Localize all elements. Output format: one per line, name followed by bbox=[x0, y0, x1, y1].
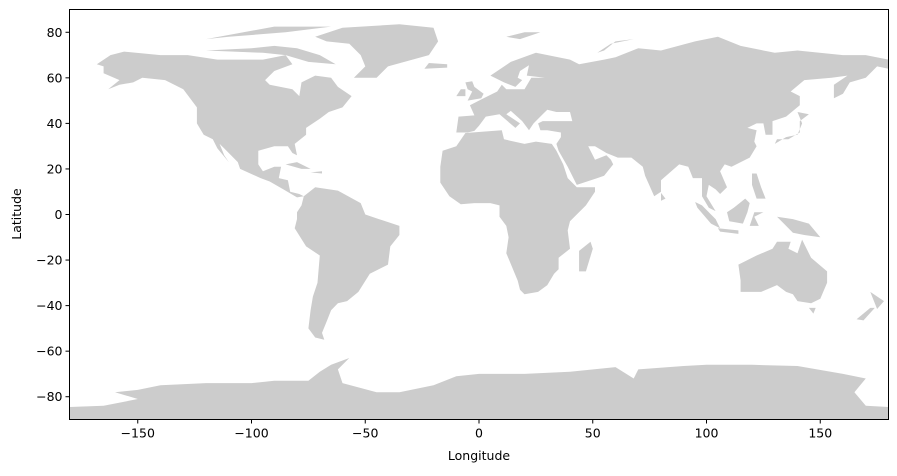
x-tick-label: 0 bbox=[475, 426, 483, 441]
land-java bbox=[717, 228, 739, 234]
land-philippines bbox=[752, 173, 766, 199]
land-novaya-zemlya bbox=[597, 39, 634, 53]
land-madagascar bbox=[579, 241, 593, 272]
y-axis: −80 −60 −40 −20 0 20 40 60 80 bbox=[36, 25, 70, 404]
land-new-zealand-south bbox=[856, 307, 875, 321]
x-tick-label: −100 bbox=[234, 426, 268, 441]
land-cuba bbox=[285, 162, 311, 169]
y-tick-label: 20 bbox=[47, 161, 63, 176]
y-tick-label: 80 bbox=[47, 25, 63, 40]
y-tick-label: 40 bbox=[47, 116, 63, 131]
land-eurasia bbox=[456, 36, 889, 212]
land-australia bbox=[738, 239, 828, 304]
land-ellesmere bbox=[206, 26, 332, 40]
land-greenland bbox=[315, 24, 439, 78]
land-ireland bbox=[456, 89, 466, 97]
land-sumatra bbox=[695, 202, 721, 229]
land-hispaniola bbox=[310, 171, 322, 174]
land-north-america bbox=[96, 51, 352, 198]
y-tick-label: −40 bbox=[36, 298, 62, 313]
y-tick-label: −60 bbox=[36, 344, 62, 359]
y-tick-label: −20 bbox=[36, 253, 62, 268]
x-tick-label: 50 bbox=[585, 426, 601, 441]
y-tick-label: 60 bbox=[47, 70, 63, 85]
land-layer bbox=[69, 24, 889, 420]
x-axis: −150 −100 −50 0 50 100 150 bbox=[121, 419, 832, 441]
land-sri-lanka bbox=[661, 192, 666, 201]
x-tick-label: 150 bbox=[808, 426, 832, 441]
land-new-zealand-north bbox=[870, 291, 884, 309]
land-svalbard bbox=[506, 32, 541, 40]
land-antarctica bbox=[69, 358, 889, 420]
land-south-america bbox=[294, 187, 400, 340]
y-tick-label: 0 bbox=[55, 207, 63, 222]
land-sulawesi bbox=[749, 212, 764, 226]
land-borneo bbox=[727, 198, 750, 224]
land-great-britain bbox=[465, 81, 484, 101]
y-tick-label: −80 bbox=[36, 389, 62, 404]
x-axis-label: Longitude bbox=[448, 448, 510, 463]
land-iceland bbox=[424, 63, 448, 69]
land-japan bbox=[774, 112, 809, 144]
land-africa bbox=[440, 130, 595, 295]
x-tick-label: −50 bbox=[352, 426, 378, 441]
land-new-guinea bbox=[777, 216, 821, 238]
land-tasmania bbox=[808, 307, 816, 314]
x-tick-label: −150 bbox=[121, 426, 155, 441]
y-axis-label: Latitude bbox=[9, 188, 24, 240]
x-tick-label: 100 bbox=[695, 426, 719, 441]
land-baffin-and-arctic-islands bbox=[206, 45, 336, 65]
